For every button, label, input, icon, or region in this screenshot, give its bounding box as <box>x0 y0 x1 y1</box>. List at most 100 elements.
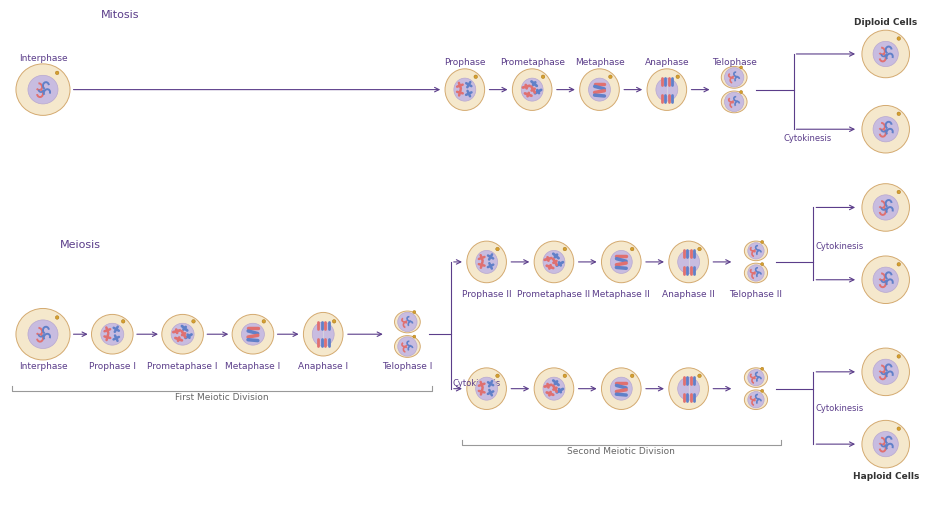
Ellipse shape <box>454 78 475 101</box>
Ellipse shape <box>588 78 610 101</box>
Ellipse shape <box>678 377 699 400</box>
Circle shape <box>398 312 417 332</box>
Ellipse shape <box>610 250 632 273</box>
Text: Telophase I: Telophase I <box>382 362 433 371</box>
Text: Cytokinesis: Cytokinesis <box>453 379 501 388</box>
Circle shape <box>697 374 701 377</box>
Ellipse shape <box>475 377 498 400</box>
Ellipse shape <box>745 390 768 409</box>
Circle shape <box>897 112 901 115</box>
Ellipse shape <box>601 241 641 283</box>
Circle shape <box>747 265 764 281</box>
Ellipse shape <box>745 241 768 261</box>
Ellipse shape <box>303 312 343 356</box>
Text: Metaphase II: Metaphase II <box>592 290 650 299</box>
Text: Prometaphase: Prometaphase <box>500 58 564 67</box>
Ellipse shape <box>395 336 420 358</box>
Ellipse shape <box>543 250 565 273</box>
Ellipse shape <box>313 322 334 346</box>
Circle shape <box>121 320 125 323</box>
Ellipse shape <box>669 368 709 409</box>
Circle shape <box>724 68 744 87</box>
Circle shape <box>897 37 901 40</box>
Text: Prophase II: Prophase II <box>462 290 512 299</box>
Text: Prometaphase I: Prometaphase I <box>147 362 218 371</box>
Ellipse shape <box>873 195 898 220</box>
Circle shape <box>563 374 567 377</box>
Ellipse shape <box>534 368 574 409</box>
Ellipse shape <box>534 241 574 283</box>
Circle shape <box>760 389 764 392</box>
Circle shape <box>496 247 500 251</box>
Ellipse shape <box>92 314 133 354</box>
Circle shape <box>897 190 901 194</box>
Circle shape <box>697 247 701 251</box>
Ellipse shape <box>862 106 909 153</box>
Circle shape <box>760 367 764 370</box>
Ellipse shape <box>16 308 70 360</box>
Text: Anaphase II: Anaphase II <box>662 290 715 299</box>
Text: Diploid Cells: Diploid Cells <box>854 18 918 27</box>
Circle shape <box>631 374 634 377</box>
Text: Prophase I: Prophase I <box>89 362 136 371</box>
Ellipse shape <box>678 250 699 273</box>
Ellipse shape <box>669 241 709 283</box>
Circle shape <box>897 355 901 358</box>
Circle shape <box>191 320 195 323</box>
Text: Prophase: Prophase <box>444 58 486 67</box>
Circle shape <box>541 75 545 79</box>
Ellipse shape <box>722 67 747 88</box>
Text: Interphase: Interphase <box>18 54 68 63</box>
Text: Meiosis: Meiosis <box>60 240 101 250</box>
Ellipse shape <box>543 377 565 400</box>
Ellipse shape <box>745 368 768 388</box>
Circle shape <box>676 75 680 79</box>
Ellipse shape <box>745 263 768 283</box>
Ellipse shape <box>656 78 678 101</box>
Text: Cytokinesis: Cytokinesis <box>815 242 864 251</box>
Ellipse shape <box>467 241 506 283</box>
Ellipse shape <box>521 78 543 101</box>
Ellipse shape <box>862 420 909 468</box>
Ellipse shape <box>862 256 909 303</box>
Text: Haploid Cells: Haploid Cells <box>853 472 919 481</box>
Text: Telophase II: Telophase II <box>730 290 783 299</box>
Ellipse shape <box>232 314 274 354</box>
Circle shape <box>262 320 265 323</box>
Ellipse shape <box>601 368 641 409</box>
Text: Metaphase I: Metaphase I <box>226 362 280 371</box>
Ellipse shape <box>241 323 265 345</box>
Text: Anaphase I: Anaphase I <box>298 362 349 371</box>
Ellipse shape <box>162 314 204 354</box>
Ellipse shape <box>862 30 909 78</box>
Circle shape <box>56 71 59 75</box>
Circle shape <box>413 335 416 338</box>
Ellipse shape <box>101 323 124 345</box>
Circle shape <box>609 75 612 79</box>
Ellipse shape <box>722 91 747 113</box>
Circle shape <box>747 243 764 259</box>
Ellipse shape <box>28 75 58 104</box>
Ellipse shape <box>610 377 632 400</box>
Ellipse shape <box>873 431 898 457</box>
Text: First Meiotic Division: First Meiotic Division <box>176 393 269 402</box>
Text: Cytokinesis: Cytokinesis <box>783 134 832 143</box>
Circle shape <box>563 247 567 251</box>
Ellipse shape <box>467 368 506 409</box>
Ellipse shape <box>873 117 898 142</box>
Circle shape <box>747 392 764 408</box>
Ellipse shape <box>873 359 898 385</box>
Circle shape <box>332 320 336 323</box>
Ellipse shape <box>512 69 552 110</box>
Circle shape <box>631 247 634 251</box>
Ellipse shape <box>862 184 909 231</box>
Text: Telophase: Telophase <box>711 58 757 67</box>
Text: Cytokinesis: Cytokinesis <box>815 403 864 412</box>
Ellipse shape <box>16 64 70 115</box>
Text: Second Meiotic Division: Second Meiotic Division <box>567 447 675 456</box>
Circle shape <box>897 427 901 430</box>
Circle shape <box>747 369 764 386</box>
Text: Interphase: Interphase <box>18 362 68 371</box>
Ellipse shape <box>873 267 898 293</box>
Circle shape <box>56 315 59 319</box>
